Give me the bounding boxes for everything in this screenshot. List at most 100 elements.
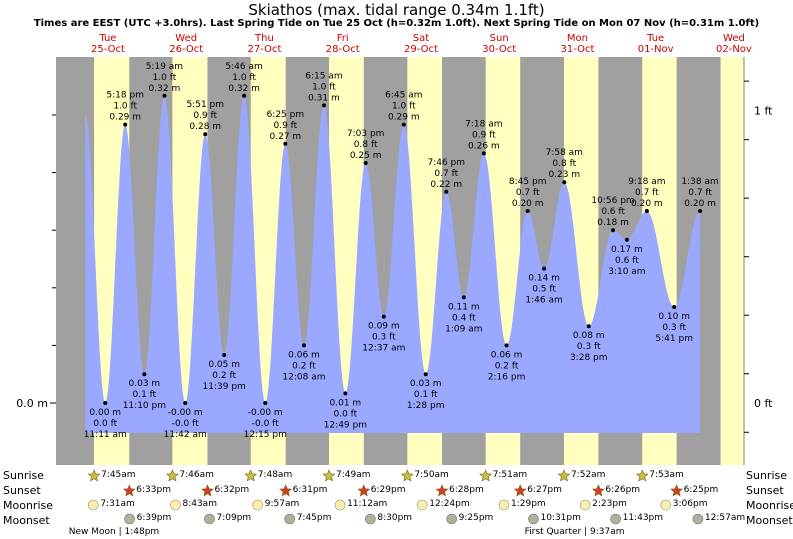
tide-point	[562, 180, 567, 185]
tide-time: 1:09 am	[445, 324, 482, 334]
tide-ft: 0.8 ft	[552, 159, 576, 169]
tide-ft: 0.2 ft	[292, 361, 316, 371]
sunrise-icon	[635, 469, 649, 482]
tide-point	[183, 401, 188, 405]
tide-point	[123, 122, 128, 127]
moon-phase-label: New Moon | 1:48pm	[68, 527, 160, 537]
moonrise-time: 1:29pm	[511, 499, 546, 509]
tide-time: 10:56 pm	[591, 196, 634, 206]
tide-point	[504, 343, 509, 348]
tide-time: 12:49 pm	[324, 420, 367, 430]
row-label-moonset-right: Moonset	[746, 514, 793, 527]
tide-m: 0.17 m	[611, 245, 643, 255]
moonset-time: 9:25pm	[458, 513, 494, 523]
tide-point	[586, 324, 591, 329]
moonrise-icon	[660, 499, 672, 511]
moonrise-icon	[498, 499, 510, 511]
day-date: 30-Oct	[482, 44, 516, 55]
tide-time: 12:15 pm	[244, 430, 287, 440]
tide-time: 3:28 pm	[570, 353, 608, 363]
tide-m: 0.20 m	[684, 199, 716, 209]
tide-time: 7:03 pm	[347, 129, 385, 139]
tide-ft: 1.0 ft	[232, 73, 256, 83]
row-label-moonrise-right: Moonrise	[746, 499, 793, 512]
sunset-icon	[201, 484, 214, 497]
sunset-icon	[357, 484, 371, 497]
tide-time: 9:18 am	[628, 177, 665, 187]
tide-time: 8:45 pm	[509, 177, 547, 187]
sunset-icon	[591, 484, 605, 497]
sunrise-time: 7:53am	[649, 470, 684, 480]
chart-title: Skiathos (max. tidal range 0.34m 1.1ft)	[248, 1, 545, 19]
moonrise-icon	[416, 499, 428, 511]
tide-m: 0.31 m	[308, 93, 340, 103]
day-name: Wed	[723, 33, 745, 44]
sunset-icon	[122, 484, 136, 497]
tide-ft: 0.3 ft	[372, 333, 396, 343]
tide-time: 11:10 pm	[123, 401, 166, 411]
day-date: 31-Oct	[560, 44, 594, 55]
row-label-sunset-left: Sunset	[3, 484, 41, 497]
tide-time: 7:58 am	[546, 148, 583, 158]
tide-time: 11:39 pm	[203, 382, 246, 392]
tide-point	[525, 209, 530, 213]
row-label-sunrise-left: Sunrise	[3, 469, 45, 482]
tide-ft: 0.7 ft	[688, 188, 712, 198]
moonrise-time: 8:43am	[182, 499, 217, 509]
tide-point	[283, 141, 288, 146]
tide-m: 0.28 m	[189, 122, 221, 132]
tide-point	[343, 391, 348, 396]
tide-ft: 0.7 ft	[516, 188, 540, 198]
tide-m: 0.32 m	[149, 84, 181, 94]
tide-time: 5:19 am	[146, 62, 183, 72]
sunrise-icon	[322, 469, 336, 482]
sunrise-time: 7:46am	[179, 470, 214, 480]
tide-ft: 0.4 ft	[452, 313, 476, 323]
sunrise-icon	[479, 469, 493, 482]
sunrise-icon	[87, 469, 101, 482]
tide-ft: 0.7 ft	[635, 188, 659, 198]
tide-point	[263, 401, 268, 405]
moonset-time: 12:57am	[704, 513, 746, 523]
tide-m: 0.10 m	[658, 312, 690, 322]
tide-m: 0.01 m	[330, 398, 362, 408]
sunrise-icon	[244, 469, 258, 482]
tide-point	[542, 266, 547, 271]
right-axis-label-1ft: 1 ft	[754, 104, 773, 117]
tide-ft: 1.0 ft	[312, 82, 336, 92]
daylight-band-last	[720, 57, 744, 465]
sunrise-time: 7:48am	[257, 470, 293, 480]
tide-point	[301, 343, 306, 348]
moonrise-time: 11:12am	[347, 499, 388, 509]
day-name: Thu	[254, 33, 274, 44]
tide-m: 0.29 m	[109, 113, 141, 123]
sunset-icon	[435, 484, 449, 497]
sunset-icon	[279, 484, 293, 497]
tide-time: 6:25 pm	[267, 110, 305, 120]
tide-time: 12:37 am	[362, 344, 405, 354]
tide-time: 12:08 am	[282, 372, 325, 382]
sunset-time: 6:28pm	[449, 485, 484, 495]
tide-m: 0.06 m	[288, 350, 320, 360]
sunrise-icon	[165, 469, 179, 482]
tide-m: 0.26 m	[468, 141, 500, 151]
tide-m: 0.27 m	[270, 132, 302, 142]
chart-subtitle: Times are EEST (UTC +3.0hrs). Last Sprin…	[33, 18, 760, 29]
tide-m: 0.20 m	[631, 199, 663, 209]
tide-ft: 0.7 ft	[434, 169, 458, 179]
tide-ft: 1.0 ft	[113, 102, 137, 112]
tide-m: 0.25 m	[350, 151, 382, 161]
row-label-sunrise-right: Sunrise	[746, 469, 788, 482]
moonset-time: 7:45pm	[296, 513, 332, 523]
sunset-time: 6:25pm	[683, 485, 719, 495]
moonrise-icon	[579, 499, 591, 511]
day-name: Wed	[175, 33, 197, 44]
tide-time: 1:38 am	[681, 177, 718, 187]
moonset-time: 10:31pm	[540, 513, 581, 523]
tide-point	[481, 151, 486, 156]
right-axis-label-0ft: 0 ft	[754, 397, 773, 410]
moonrise-time: 12:24pm	[429, 499, 470, 509]
moonrise-icon	[252, 499, 264, 511]
sunset-icon	[513, 484, 527, 497]
tide-m: -0.00 m	[248, 408, 283, 418]
